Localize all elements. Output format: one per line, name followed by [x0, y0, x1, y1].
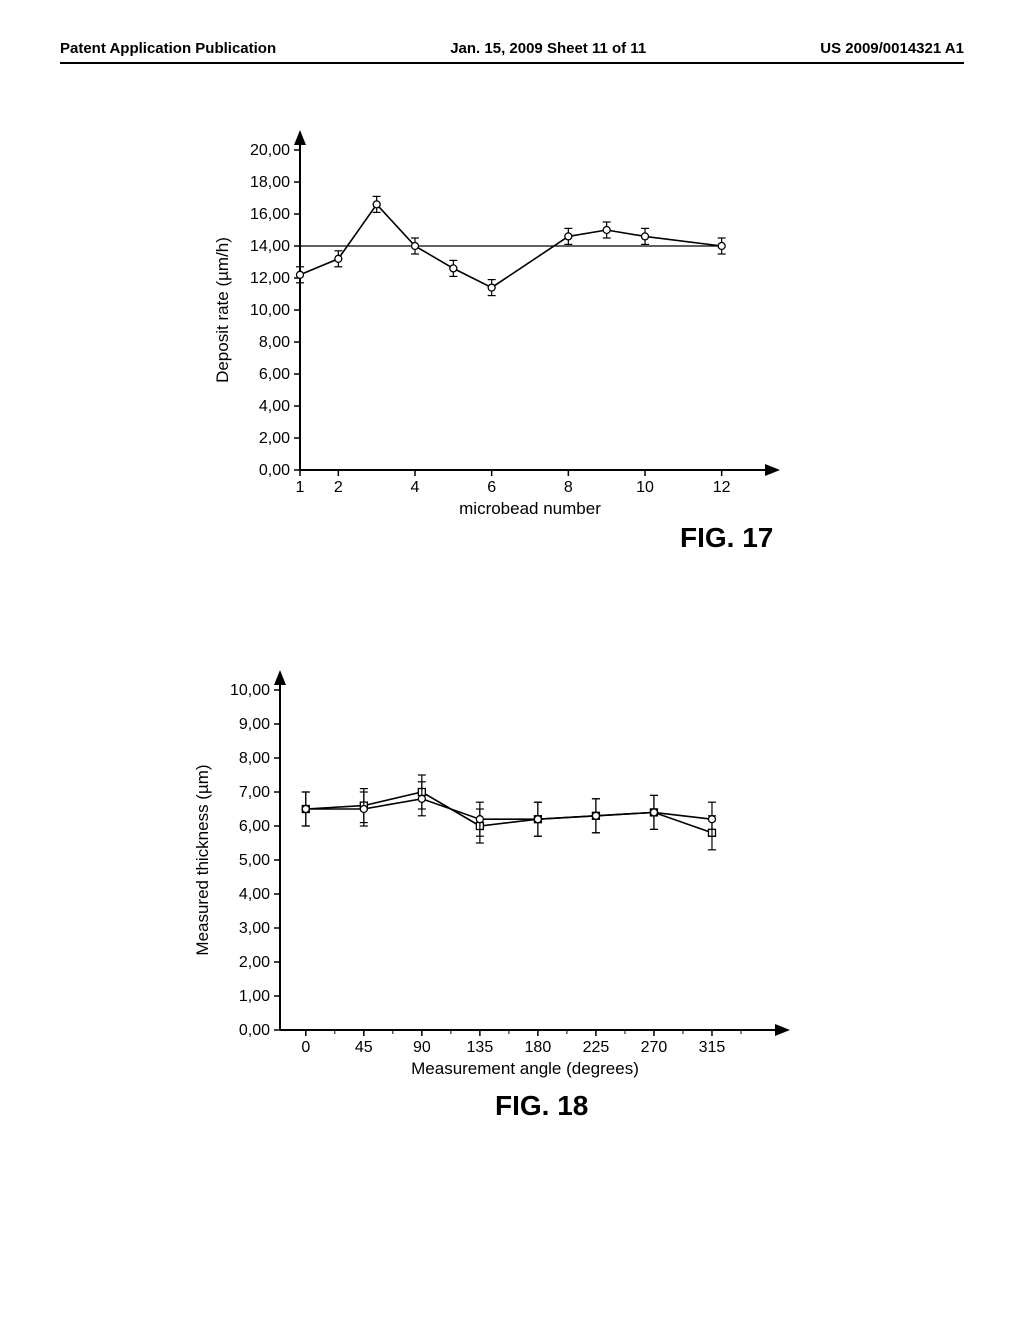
svg-text:0: 0 — [301, 1039, 310, 1056]
svg-text:7,00: 7,00 — [239, 784, 270, 801]
svg-text:9,00: 9,00 — [239, 716, 270, 733]
svg-text:8: 8 — [564, 479, 573, 496]
svg-text:180: 180 — [525, 1039, 552, 1056]
header-left: Patent Application Publication — [60, 40, 276, 57]
svg-text:4,00: 4,00 — [259, 398, 290, 415]
header-center: Jan. 15, 2009 Sheet 11 of 11 — [450, 40, 646, 57]
svg-text:2,00: 2,00 — [239, 954, 270, 971]
page-header: Patent Application Publication Jan. 15, … — [0, 40, 1024, 57]
svg-text:6: 6 — [487, 479, 496, 496]
header-right: US 2009/0014321 A1 — [820, 40, 964, 57]
svg-text:270: 270 — [641, 1039, 668, 1056]
svg-text:225: 225 — [583, 1039, 610, 1056]
svg-text:12,00: 12,00 — [250, 270, 290, 287]
svg-text:4: 4 — [411, 479, 420, 496]
svg-text:10: 10 — [636, 479, 654, 496]
chart-fig18: 0,00 1,00 2,00 3,00 4,00 5,00 6,00 7,00 8,00 9,00… — [150, 670, 790, 1090]
svg-text:2,00: 2,00 — [259, 430, 290, 447]
svg-text:18,00: 18,00 — [250, 174, 290, 191]
svg-text:14,00: 14,00 — [250, 238, 290, 255]
svg-text:6,00: 6,00 — [259, 366, 290, 383]
header-rule — [60, 62, 964, 64]
svg-text:20,00: 20,00 — [250, 142, 290, 159]
svg-text:4,00: 4,00 — [239, 886, 270, 903]
svg-text:12: 12 — [713, 479, 731, 496]
svg-text:3,00: 3,00 — [239, 920, 270, 937]
chart-fig17: 0,00 2,00 4,00 6,00 8,00 10,00 12,00 14,00 16,00… — [180, 130, 780, 530]
svg-text:Measured thickness (µm): Measured thickness (µm) — [193, 764, 212, 955]
svg-text:6,00: 6,00 — [239, 818, 270, 835]
svg-text:45: 45 — [355, 1039, 373, 1056]
svg-text:90: 90 — [413, 1039, 431, 1056]
svg-text:Measurement angle (degrees): Measurement angle (degrees) — [411, 1059, 639, 1078]
svg-text:microbead number: microbead number — [459, 499, 601, 518]
svg-text:10,00: 10,00 — [250, 302, 290, 319]
fig18-label: FIG. 18 — [495, 1090, 588, 1122]
svg-text:Deposit rate (µm/h): Deposit rate (µm/h) — [213, 237, 232, 383]
svg-text:16,00: 16,00 — [250, 206, 290, 223]
svg-text:0,00: 0,00 — [239, 1022, 270, 1039]
svg-text:0,00: 0,00 — [259, 462, 290, 479]
svg-text:1,00: 1,00 — [239, 988, 270, 1005]
fig17-label: FIG. 17 — [680, 522, 773, 554]
svg-text:5,00: 5,00 — [239, 852, 270, 869]
svg-text:135: 135 — [467, 1039, 494, 1056]
svg-text:8,00: 8,00 — [239, 750, 270, 767]
svg-text:1: 1 — [296, 479, 305, 496]
svg-text:8,00: 8,00 — [259, 334, 290, 351]
svg-text:2: 2 — [334, 479, 343, 496]
svg-text:315: 315 — [699, 1039, 726, 1056]
svg-text:10,00: 10,00 — [230, 682, 270, 699]
